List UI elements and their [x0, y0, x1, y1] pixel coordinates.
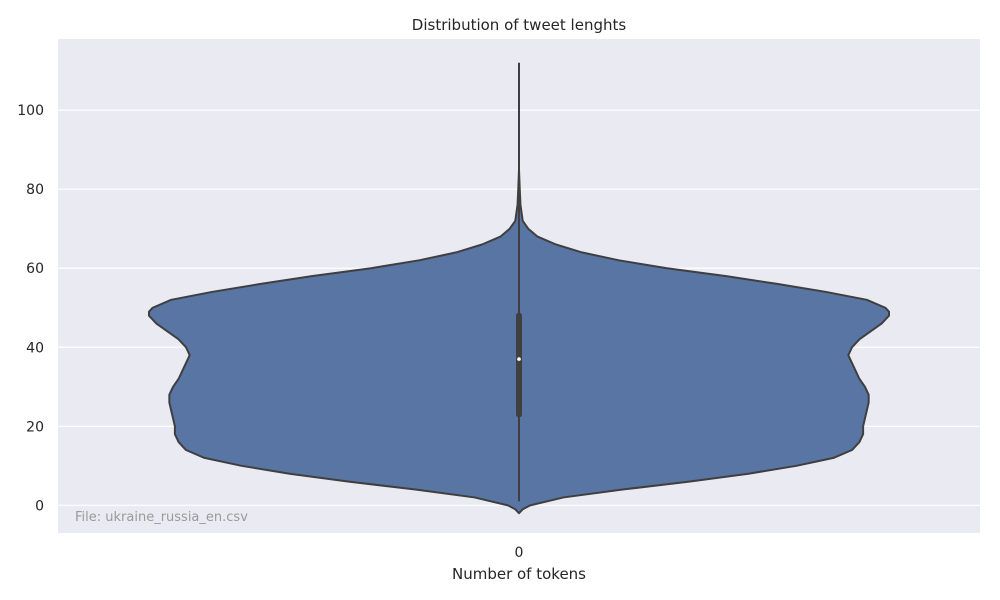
file-annotation: File: ukraine_russia_en.csv: [75, 510, 248, 525]
violin-layer: [148, 62, 890, 515]
x-tick-label: 0: [515, 545, 524, 561]
y-tick-label-40: 40: [26, 340, 44, 356]
y-tick-label-100: 100: [17, 103, 44, 119]
y-tick-labels: 0 20 40 60 80 100: [17, 103, 44, 514]
chart-title: Distribution of tweet lenghts: [412, 16, 627, 34]
y-tick-label-20: 20: [26, 419, 44, 435]
y-tick-label-0: 0: [35, 498, 44, 514]
violin-median-point: [517, 357, 521, 361]
x-axis-label: Number of tokens: [452, 565, 586, 583]
y-tick-label-80: 80: [26, 182, 44, 198]
y-tick-label-60: 60: [26, 261, 44, 277]
